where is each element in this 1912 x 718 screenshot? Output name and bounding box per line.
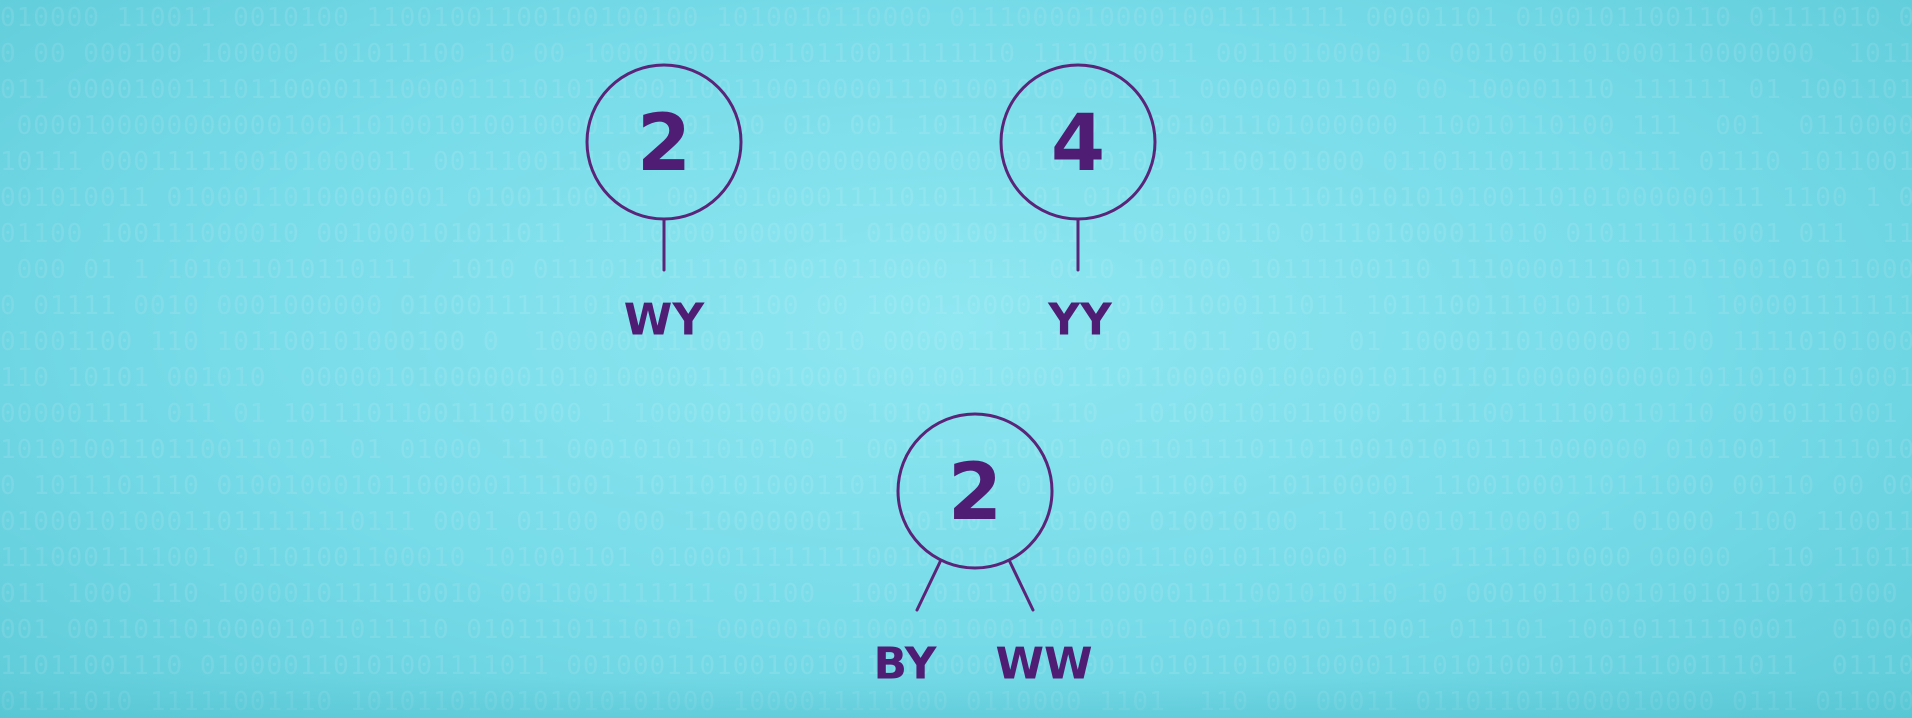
node-3: 2 BY WW bbox=[874, 412, 1093, 690]
node-3-branch-left bbox=[915, 560, 942, 612]
node-3-label-1: BY bbox=[874, 639, 938, 690]
node-2: 4 YY bbox=[999, 63, 1157, 346]
node-1: 2 WY bbox=[585, 63, 743, 346]
bottom-fade bbox=[0, 678, 1912, 718]
node-3-branch-right bbox=[1008, 560, 1035, 612]
node-3-label-2: WW bbox=[995, 639, 1092, 690]
node-1-label-1: WY bbox=[624, 295, 706, 346]
node-3-count: 2 bbox=[948, 448, 1002, 538]
node-3-circle bbox=[896, 412, 1054, 570]
node-2-count: 4 bbox=[1051, 99, 1105, 189]
node-1-count: 2 bbox=[637, 99, 691, 189]
node-2-label-1: YY bbox=[1047, 295, 1113, 346]
